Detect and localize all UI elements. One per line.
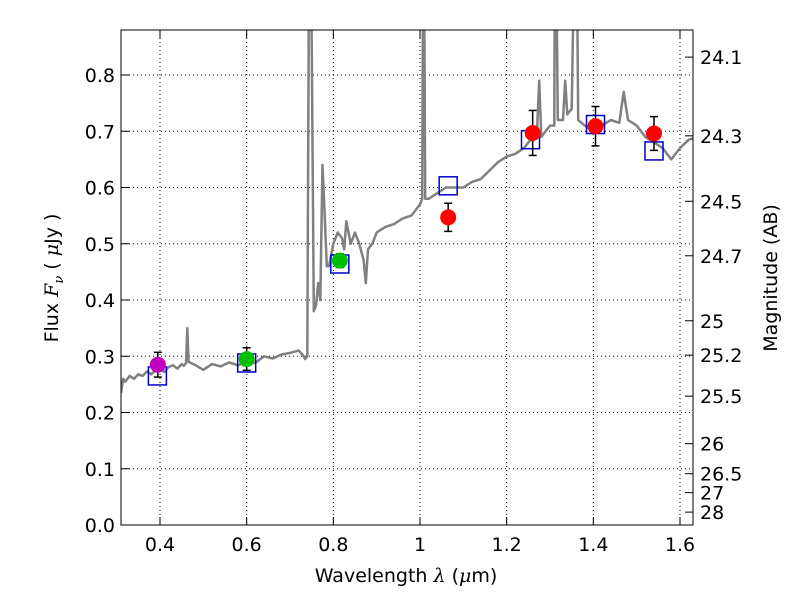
x-tick-label: 1.6 [665,534,695,556]
y-tick-label: 0.5 [85,234,115,256]
photometry-point [238,351,255,368]
y-tick-label: 0.4 [85,290,115,312]
photometry-point [331,252,348,269]
y2-tick-label: 24.7 [700,246,742,268]
photometry-point [587,118,604,135]
y2-tick-label: 28 [700,502,724,524]
axis-ticks: 0.4 0.6 0.8 1 1.2 1.4 1.6 0.0 0.1 0.2 0.3 0.4 0.5 0.6… [85,30,742,556]
y-tick-label: 0.6 [85,178,115,200]
y2-tick-label: 24.3 [700,126,742,148]
x-tick-label: 0.6 [232,534,262,556]
x-tick-label: 1.4 [578,534,608,556]
photometry-point [149,356,166,373]
x-tick-label: 1.2 [492,534,522,556]
y-tick-label: 0.2 [85,403,115,425]
y-tick-label: 0.1 [85,459,115,481]
y-tick-label: 0.0 [85,515,115,537]
y2-axis-label: Magnitude (AB) [760,204,782,352]
x-tick-label: 0.8 [318,534,348,556]
photometry-layer [149,105,662,378]
y2-tick-label: 26 [700,434,724,456]
y2-tick-label: 24.1 [700,47,742,69]
y2-tick-label: 25.5 [700,386,742,408]
photometry-point [524,124,541,141]
x-tick-label: 0.4 [145,534,175,556]
model-spectrum-layer [121,30,693,393]
plot-frame [120,29,694,526]
y-tick-label: 0.3 [85,346,115,368]
y2-tick-label: 25 [700,311,724,333]
y2-tick-label: 27 [700,483,724,505]
y-tick-label: 0.8 [85,65,115,87]
photometry-point [440,209,457,226]
photometry-point [646,125,662,142]
model-photometry-box [438,176,458,196]
x-axis-label: Wavelength λ (μm) [315,565,498,587]
y-tick-label: 0.7 [85,121,115,143]
y-axis-label: Flux Fν ( μJy ) [41,214,67,343]
y2-tick-label: 26.5 [700,464,742,486]
y2-tick-label: 25.2 [700,345,742,367]
model-spectrum-line [121,30,693,393]
x-tick-label: 1 [414,534,426,556]
y2-tick-label: 24.5 [700,191,742,213]
